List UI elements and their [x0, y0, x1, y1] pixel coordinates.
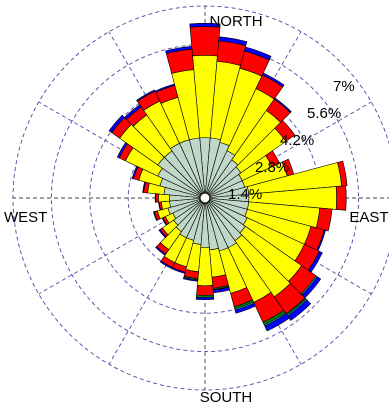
- ring-label-5-6: 5.6%: [307, 105, 341, 122]
- sector-band: [218, 36, 248, 47]
- sector-band: [337, 160, 348, 187]
- bars-layer: [108, 22, 348, 332]
- sector-band: [158, 193, 170, 203]
- sector-band: [189, 26, 221, 57]
- sector-band: [182, 277, 199, 282]
- direction-label-south: SOUTH: [200, 389, 253, 406]
- sector-band: [264, 313, 290, 332]
- sector-band: [315, 207, 333, 232]
- sector-band: [189, 22, 221, 28]
- direction-label-north: NORTH: [209, 13, 262, 30]
- sector-band: [165, 46, 193, 54]
- ring-label-1-4: 1.4%: [228, 186, 262, 203]
- direction-label-east: EAST: [349, 209, 388, 226]
- sector-band: [335, 185, 347, 211]
- ring-label-7: 7%: [333, 78, 355, 95]
- sector-band: [159, 260, 173, 270]
- direction-label-west: WEST: [4, 209, 47, 226]
- sector-band: [158, 229, 167, 239]
- sector-band: [196, 285, 214, 296]
- sector-band: [261, 72, 285, 88]
- ring-label-4-2: 4.2%: [280, 132, 314, 149]
- sector-band: [108, 114, 125, 134]
- sector-band: [155, 193, 159, 203]
- sector-band: [274, 119, 296, 142]
- sector-band: [152, 211, 158, 222]
- sector-band: [273, 97, 292, 114]
- sector-band: [136, 89, 156, 102]
- sector-band: [195, 296, 215, 301]
- labels-layer: NORTH EAST SOUTH WEST 1.4% 2.8% 4.2% 5.6…: [4, 13, 389, 406]
- sector-band: [234, 302, 256, 314]
- ring-label-2-8: 2.8%: [255, 159, 289, 176]
- sector-band: [155, 246, 167, 256]
- center-hub: [199, 192, 211, 204]
- sector-band: [154, 193, 157, 203]
- sector-band: [244, 46, 272, 61]
- sector-band: [287, 299, 312, 321]
